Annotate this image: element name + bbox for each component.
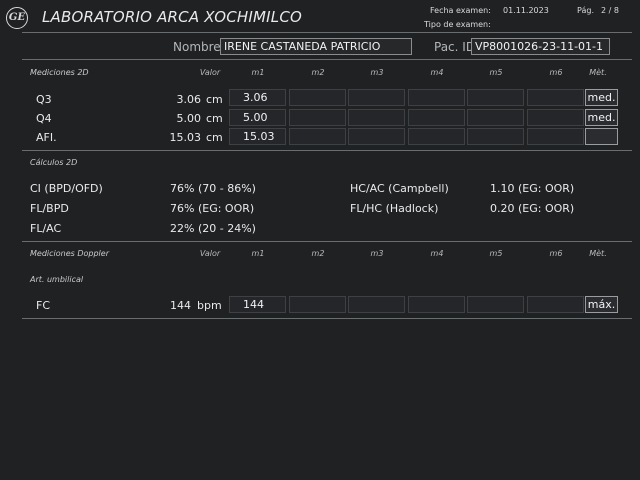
doppler-col-m1: m1 [251,249,265,258]
subsection-art-umbilical: Art. umbilical [30,275,84,284]
ge-logo-icon: GE [6,7,28,29]
patient-id-label: Pac. ID [434,40,476,54]
section-mediciones-2d: Mediciones 2D [30,68,89,77]
exam-date-label: Fecha examen: [430,6,491,15]
calc-label-hc-ac: HC/AC (Campbell) [350,182,449,195]
doppler-divider [22,318,632,319]
calc-value-hc-ac: 1.10 (EG: OOR) [490,182,575,195]
doppler-col-m4: m4 [430,249,444,258]
exam-type-label: Tipo de examen: [424,20,491,29]
row-value-q4: 5.00 [176,112,202,125]
doppler-col-m2: m2 [311,249,325,258]
exam-date-value: 01.11.2023 [503,6,549,15]
doppler-col-met: Mèt. [589,249,607,258]
m3-cell-q3[interactable] [348,89,405,106]
m4-cell-fc[interactable] [408,296,465,313]
row-unit-q4: cm [206,112,223,125]
m3-cell-afi[interactable] [348,128,405,145]
row-value-fc: 144 [170,299,191,312]
m1-cell-fc[interactable]: 144 [229,296,286,313]
method-button-afi[interactable] [585,128,618,145]
m6-cell-q4[interactable] [527,109,584,126]
col-m3: m3 [370,68,384,77]
doppler-col-m5: m5 [489,249,503,258]
calc-label-fl-hc: FL/HC (Hadlock) [350,202,439,215]
patient-id-field[interactable]: VP8001026-23-11-01-1 [471,38,610,55]
doppler-col-m3: m3 [370,249,384,258]
calc-label-fl-ac: FL/AC [30,222,62,235]
row-value-afi: 15.03 [169,131,202,144]
page-title: LABORATORIO ARCA XOCHIMILCO [42,8,303,26]
calc-value-ci: 76% (70 - 86%) [170,182,256,195]
measurements-divider [22,150,632,151]
row-unit-q3: cm [206,93,223,106]
col-met: Mèt. [589,68,607,77]
col-valor: Valor [199,68,221,77]
m2-cell-fc[interactable] [289,296,346,313]
calc-label-fl-bpd: FL/BPD [30,202,69,215]
m6-cell-afi[interactable] [527,128,584,145]
section-calculos-2d: Cálculos 2D [30,158,78,167]
m4-cell-afi[interactable] [408,128,465,145]
method-button-q3[interactable]: med. [585,89,618,106]
m1-cell-q3[interactable]: 3.06 [229,89,286,106]
calculations-divider [22,241,632,242]
m1-cell-q4[interactable]: 5.00 [229,109,286,126]
m2-cell-q4[interactable] [289,109,346,126]
page-value: 2 / 8 [601,6,619,15]
header-divider [22,32,632,33]
row-unit-fc: bpm [197,299,222,312]
m5-cell-q3[interactable] [467,89,524,106]
row-label-fc: FC [36,299,51,312]
row-label-q3: Q3 [36,93,52,106]
col-m4: m4 [430,68,444,77]
row-label-afi: AFI. [36,131,57,144]
row-label-q4: Q4 [36,112,52,125]
row-value-q3: 3.06 [176,93,202,106]
m5-cell-fc[interactable] [467,296,524,313]
m4-cell-q3[interactable] [408,89,465,106]
page-label: Pág. [577,6,594,15]
col-m6: m6 [549,68,563,77]
m2-cell-q3[interactable] [289,89,346,106]
section-mediciones-doppler: Mediciones Doppler [30,249,109,258]
col-m5: m5 [489,68,503,77]
patient-name-field[interactable]: IRENE CASTANEDA PATRICIO [220,38,412,55]
method-button-q4[interactable]: med. [585,109,618,126]
m3-cell-fc[interactable] [348,296,405,313]
calc-value-fl-bpd: 76% (EG: OOR) [170,202,255,215]
method-button-fc[interactable]: máx. [585,296,618,313]
m4-cell-q4[interactable] [408,109,465,126]
name-label: Nombre [173,40,221,54]
m2-cell-afi[interactable] [289,128,346,145]
calc-value-fl-hc: 0.20 (EG: OOR) [490,202,575,215]
m6-cell-fc[interactable] [527,296,584,313]
doppler-col-valor: Valor [199,249,221,258]
calc-label-ci: CI (BPD/OFD) [30,182,103,195]
m6-cell-q3[interactable] [527,89,584,106]
row-unit-afi: cm [206,131,223,144]
m5-cell-q4[interactable] [467,109,524,126]
m5-cell-afi[interactable] [467,128,524,145]
doppler-col-m6: m6 [549,249,563,258]
calc-value-fl-ac: 22% (20 - 24%) [170,222,256,235]
m3-cell-q4[interactable] [348,109,405,126]
col-m1: m1 [251,68,265,77]
patient-divider [22,59,632,60]
col-m2: m2 [311,68,325,77]
m1-cell-afi[interactable]: 15.03 [229,128,286,145]
